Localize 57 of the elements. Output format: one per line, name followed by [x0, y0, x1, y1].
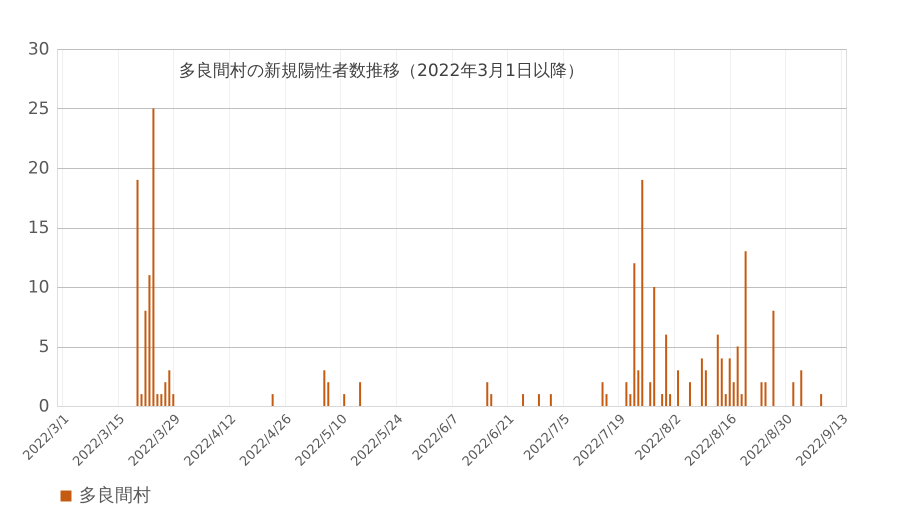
bar	[744, 251, 747, 406]
legend-label: 多良間村	[79, 485, 151, 506]
y-tick-label: 25	[28, 99, 50, 119]
bar	[800, 370, 802, 406]
bar	[272, 394, 274, 406]
bar	[637, 370, 640, 406]
bar	[538, 394, 540, 406]
bar	[720, 358, 723, 406]
bar	[649, 382, 652, 406]
bar	[160, 394, 162, 406]
bar	[359, 382, 362, 406]
bar	[704, 370, 707, 406]
bar	[820, 394, 822, 406]
bar	[156, 394, 158, 406]
bar	[716, 334, 719, 406]
bar	[653, 287, 656, 406]
bar	[486, 382, 488, 406]
y-tick-label: 30	[28, 40, 50, 60]
bar	[144, 310, 146, 406]
bar	[633, 263, 636, 406]
y-tick-label: 5	[38, 337, 50, 357]
bar	[550, 394, 552, 406]
bar	[343, 394, 346, 406]
bar	[172, 394, 174, 406]
bar	[327, 382, 330, 406]
bar	[661, 394, 664, 406]
bar	[602, 382, 604, 406]
bar	[700, 358, 703, 406]
bar	[665, 334, 668, 406]
bar	[140, 394, 142, 406]
bar	[152, 108, 154, 406]
bar	[606, 394, 608, 406]
bar	[136, 180, 139, 406]
bar	[625, 382, 628, 406]
bar	[677, 370, 680, 406]
bar	[792, 382, 794, 406]
bar	[736, 346, 739, 406]
bar	[148, 275, 150, 406]
bar	[168, 370, 170, 406]
bar	[740, 394, 743, 406]
bar	[164, 382, 166, 406]
y-tick-label: 10	[28, 278, 50, 298]
text: 多良間村の新規陽性者数推移（2022年3月1日以降）	[179, 61, 584, 81]
bar	[772, 310, 774, 406]
bar	[323, 370, 326, 406]
bar	[764, 382, 766, 406]
y-tick-label: 0	[38, 396, 50, 416]
bar	[629, 394, 632, 406]
bar	[688, 382, 691, 406]
y-tick-label: 15	[28, 218, 50, 238]
bar	[669, 394, 672, 406]
bar	[522, 394, 524, 406]
bar	[641, 180, 644, 406]
y-tick-label: 20	[28, 158, 50, 178]
bar	[728, 358, 731, 406]
bar	[760, 382, 763, 406]
bar	[732, 382, 735, 406]
